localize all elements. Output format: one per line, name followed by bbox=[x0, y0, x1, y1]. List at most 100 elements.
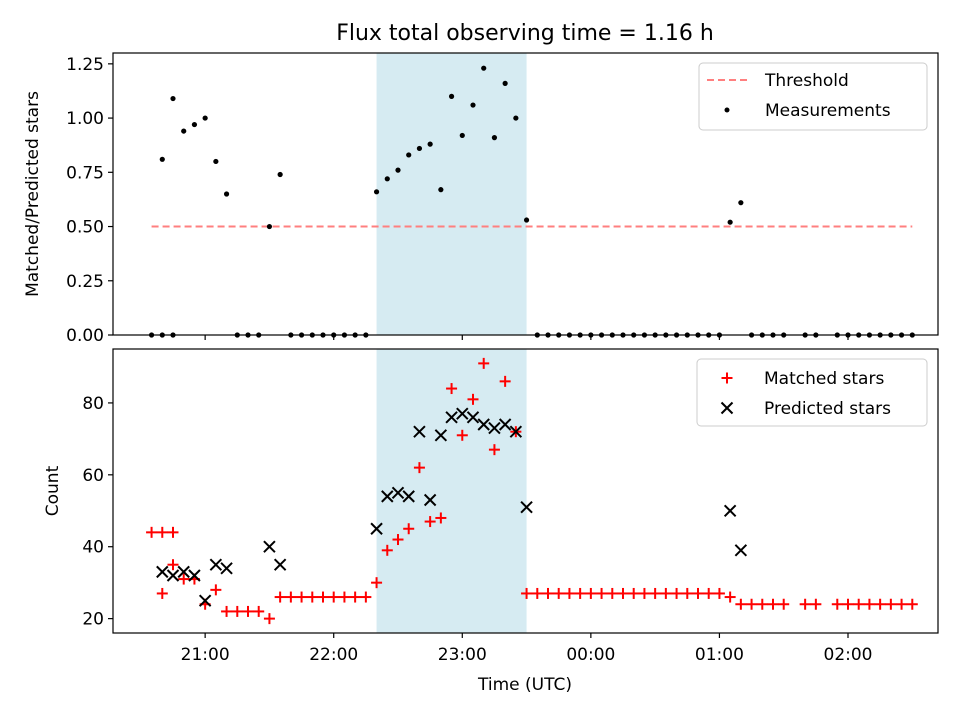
predicted-star-point bbox=[188, 569, 201, 582]
predicted-star-point bbox=[402, 490, 415, 503]
chart-title: Flux total observing time = 1.16 h bbox=[336, 21, 714, 46]
measurement-point bbox=[406, 152, 412, 158]
bottom-legend: Matched stars Predicted stars bbox=[696, 358, 928, 427]
bottom-highlight-span bbox=[376, 349, 527, 633]
predicted-star-point bbox=[381, 490, 394, 503]
measurement-point bbox=[523, 217, 530, 223]
x-axis-label: Time (UTC) bbox=[477, 675, 572, 695]
matched-star-point bbox=[596, 587, 608, 599]
bottom-y-axis-label: Count bbox=[43, 465, 63, 516]
legend-matched-swatch bbox=[721, 372, 733, 384]
legend-threshold-label: Threshold bbox=[764, 71, 849, 91]
matched-star-point bbox=[553, 587, 565, 599]
matched-star-point bbox=[167, 559, 179, 571]
predicted-star-point bbox=[198, 594, 212, 607]
predicted-star-point bbox=[423, 493, 437, 507]
matched-star-point bbox=[906, 598, 918, 610]
matched-star-point bbox=[478, 357, 490, 369]
matched-star-point bbox=[381, 544, 393, 556]
predicted-star-point bbox=[434, 429, 448, 442]
matched-star-point bbox=[531, 587, 543, 599]
predicted-star-point bbox=[263, 540, 276, 553]
measurement-point bbox=[213, 158, 219, 165]
x-tick-label: 00:00 bbox=[566, 645, 615, 665]
measurement-point bbox=[202, 115, 208, 121]
matched-star-point bbox=[649, 587, 661, 599]
matched-star-point bbox=[671, 587, 683, 599]
bottom-y-tick-label: 60 bbox=[82, 466, 104, 486]
predicted-star-point bbox=[466, 411, 480, 424]
matched-star-point bbox=[885, 598, 897, 610]
matched-star-point bbox=[617, 587, 629, 599]
predicted-star-point bbox=[220, 562, 233, 575]
matched-star-point bbox=[306, 591, 318, 603]
matched-star-point bbox=[746, 598, 758, 610]
matched-star-point bbox=[156, 526, 168, 538]
top-axes-frame bbox=[112, 52, 939, 336]
matched-star-point bbox=[713, 587, 725, 599]
top-legend-box bbox=[698, 62, 928, 131]
legend-measurements-label: Measurements bbox=[765, 101, 891, 121]
matched-star-point bbox=[842, 598, 854, 610]
matched-star-point bbox=[638, 587, 650, 599]
measurement-point bbox=[373, 189, 380, 195]
matched-star-point bbox=[660, 587, 672, 599]
bottom-y-tick-label: 40 bbox=[82, 538, 104, 558]
legend-predicted-marker bbox=[720, 401, 734, 415]
matched-star-point bbox=[542, 587, 554, 599]
measurement-point bbox=[513, 115, 519, 121]
matched-star-point bbox=[263, 613, 275, 625]
matched-star-point bbox=[274, 591, 286, 603]
predicted-star-point bbox=[498, 418, 512, 431]
predicted-star-point bbox=[209, 558, 223, 571]
bottom-x-axis: 21:00 22:00 23:00 00:00 01:00 02:00 bbox=[181, 633, 873, 665]
matched-star-point bbox=[338, 591, 350, 603]
predicted-star-point bbox=[723, 504, 737, 517]
top-y-tick-label: 1.25 bbox=[66, 55, 104, 75]
matched-star-point bbox=[253, 605, 265, 617]
predicted-star-point bbox=[177, 565, 190, 579]
legend-matched-label: Matched stars bbox=[764, 369, 884, 389]
matched-star-point bbox=[831, 598, 843, 610]
matched-star-point bbox=[456, 429, 468, 441]
measurement-point bbox=[427, 141, 433, 147]
matched-star-point bbox=[499, 375, 511, 387]
measurement-point bbox=[459, 132, 465, 139]
measurement-point bbox=[191, 121, 198, 128]
matched-star-point bbox=[328, 591, 340, 603]
matched-star-point bbox=[735, 598, 747, 610]
top-y-axis: 0.00 0.25 0.50 0.75 1.00 1.25 bbox=[66, 55, 113, 346]
matched-star-point bbox=[285, 591, 297, 603]
matched-star-point bbox=[585, 587, 597, 599]
top-legend: Threshold Measurements bbox=[698, 62, 928, 131]
predicted-star-point bbox=[456, 407, 469, 420]
x-tick-label: 21:00 bbox=[181, 645, 230, 665]
measurement-point bbox=[395, 167, 401, 173]
bottom-y-axis: 20 40 60 80 bbox=[82, 394, 113, 630]
measurement-point bbox=[223, 191, 230, 197]
measurement-point bbox=[738, 200, 744, 206]
top-y-tick-label: 0.75 bbox=[66, 163, 104, 183]
matched-star-point bbox=[853, 598, 865, 610]
top-y-tick-label: 1.00 bbox=[66, 109, 104, 129]
legend-matched-marker bbox=[721, 372, 733, 384]
matched-star-point bbox=[392, 534, 404, 546]
legend-predicted-label: Predicted stars bbox=[764, 399, 891, 419]
predicted-star-point bbox=[477, 418, 490, 431]
bottom-y-tick-label: 80 bbox=[82, 394, 104, 414]
measurement-point bbox=[491, 135, 498, 141]
matched-star-point bbox=[413, 462, 425, 474]
matched-star-point bbox=[778, 598, 790, 610]
matched-star-point bbox=[681, 587, 693, 599]
measurement-point bbox=[416, 145, 423, 152]
matched-star-point bbox=[424, 516, 436, 528]
top-y-tick-label: 0.50 bbox=[66, 218, 104, 238]
legend-measurements-swatch bbox=[724, 107, 730, 113]
top-y-tick-label: 0.25 bbox=[66, 272, 104, 292]
measurement-point bbox=[266, 223, 273, 230]
matched-star-point bbox=[606, 587, 618, 599]
matched-star-point bbox=[167, 526, 179, 538]
predicted-star-point bbox=[156, 565, 169, 579]
